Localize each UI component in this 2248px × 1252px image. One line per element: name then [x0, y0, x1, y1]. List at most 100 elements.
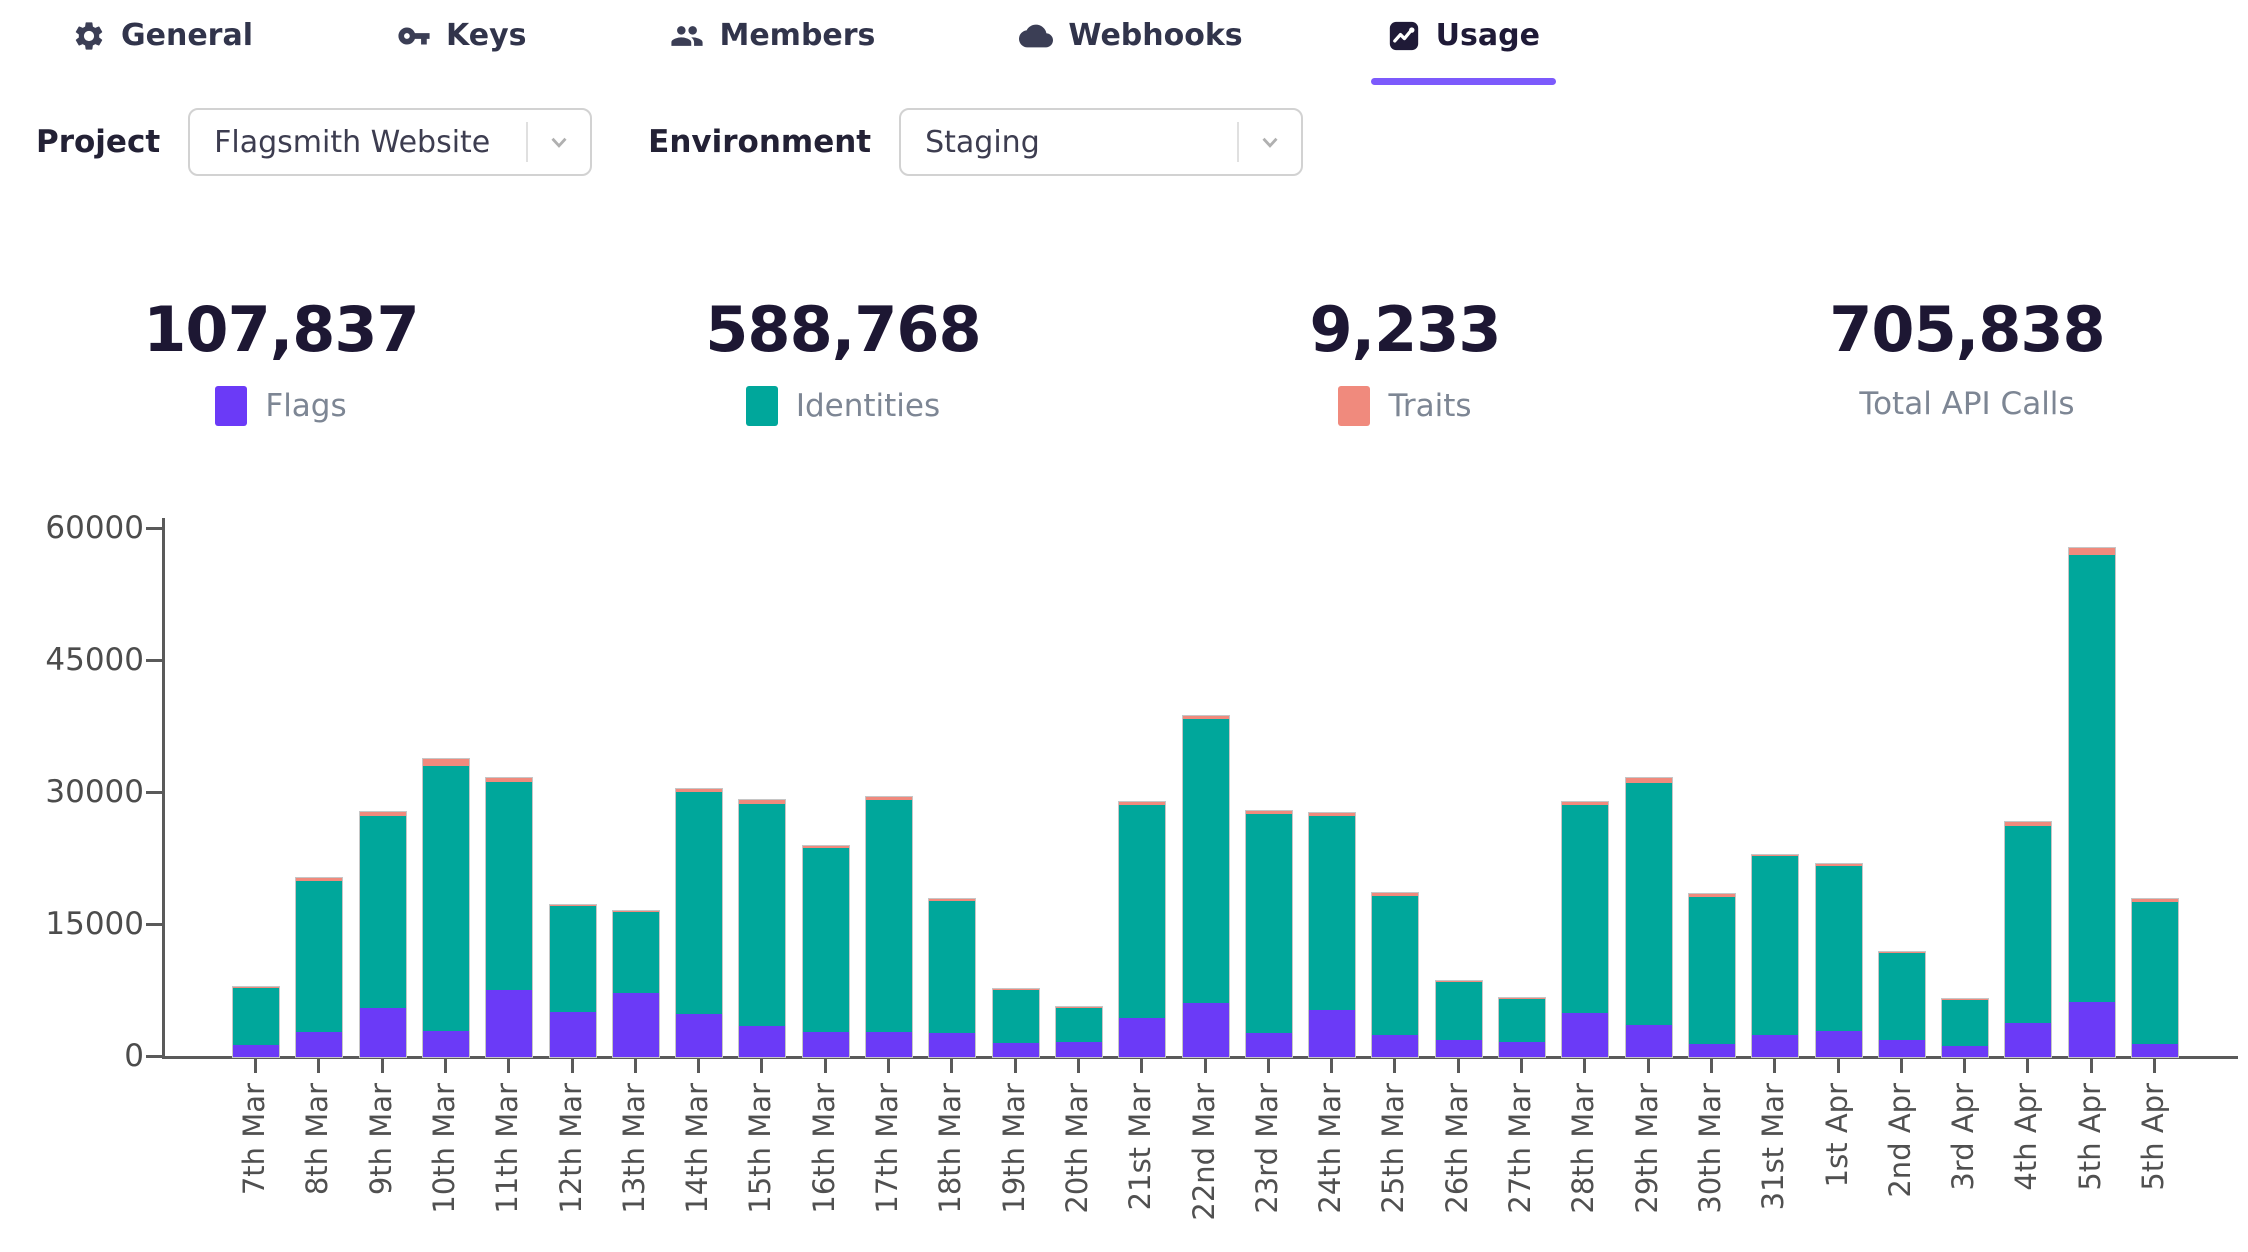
- x-axis-tick: [1520, 1059, 1523, 1073]
- bar[interactable]: [611, 909, 660, 1058]
- bar-segment-identities: [359, 815, 406, 1008]
- bar-segment-identities: [1688, 896, 1735, 1044]
- bar-segment-identities: [1055, 1007, 1102, 1043]
- traits-legend-swatch: [1338, 386, 1371, 427]
- x-axis-label: 5th Apr: [2136, 1083, 2170, 1191]
- bar[interactable]: [1371, 892, 1420, 1058]
- bar-segment-flags: [1562, 1012, 1609, 1057]
- bar-segment-flags: [1499, 1042, 1545, 1057]
- bar-segment-flags: [1625, 1025, 1672, 1057]
- x-axis-tick: [1076, 1059, 1080, 1073]
- x-axis-label: 19th Mar: [996, 1083, 1031, 1214]
- bar-segment-identities: [2005, 826, 2052, 1023]
- bar[interactable]: [928, 898, 977, 1058]
- bar[interactable]: [675, 788, 724, 1058]
- bar[interactable]: [1814, 863, 1863, 1058]
- bar[interactable]: [738, 799, 787, 1058]
- stat-flags: 107,837 Flags: [0, 295, 562, 427]
- x-axis-tick: [1266, 1059, 1270, 1073]
- y-axis-tick: [146, 791, 162, 794]
- x-axis-label: 4th Apr: [2009, 1083, 2044, 1191]
- identities-legend-swatch: [745, 386, 778, 427]
- bar-segment-traits: [676, 789, 723, 793]
- bar[interactable]: [2067, 547, 2116, 1058]
- bar-segment-identities: [1815, 866, 1862, 1031]
- x-axis-label: 10th Mar: [426, 1083, 461, 1214]
- x-axis-tick: [760, 1059, 764, 1073]
- bar[interactable]: [295, 877, 344, 1058]
- x-axis-label: 22nd Mar: [1186, 1083, 1221, 1221]
- bar-segment-identities: [2068, 554, 2115, 1002]
- bar[interactable]: [2004, 821, 2053, 1058]
- bar[interactable]: [2131, 898, 2179, 1058]
- bar[interactable]: [1118, 800, 1167, 1058]
- bar-segment-traits: [1625, 778, 1672, 783]
- bar-segment-traits: [422, 758, 469, 766]
- bar-segment-identities: [1182, 719, 1229, 1004]
- bar[interactable]: [1498, 997, 1546, 1058]
- members-icon: [671, 25, 704, 46]
- x-axis-tick: [1393, 1059, 1397, 1073]
- tab-webhooks[interactable]: Webhooks: [1009, 14, 1252, 57]
- tab-usage[interactable]: Usage: [1370, 14, 1557, 85]
- bar[interactable]: [421, 757, 470, 1058]
- tab-members[interactable]: Members: [660, 14, 885, 57]
- x-axis-label: 14th Mar: [680, 1083, 715, 1214]
- chevron-down-icon: [1239, 129, 1301, 155]
- y-axis-tick-label: 45000: [45, 642, 144, 678]
- bar-segment-identities: [992, 990, 1039, 1043]
- bar[interactable]: [1244, 810, 1293, 1058]
- bar[interactable]: [1561, 800, 1610, 1058]
- bar-segment-traits: [1815, 864, 1862, 867]
- bar[interactable]: [485, 776, 534, 1058]
- bar-segment-identities: [233, 987, 279, 1045]
- usage-stats: 107,837 Flags 588,768 Identities 9,233 T…: [0, 293, 2248, 427]
- x-axis-tick: [633, 1059, 637, 1073]
- y-axis-tick: [146, 659, 162, 662]
- chevron-down-icon: [528, 129, 590, 155]
- x-axis-label: 20th Mar: [1059, 1083, 1094, 1214]
- bar-segment-traits: [296, 878, 343, 881]
- select-divider: [1237, 122, 1240, 162]
- bar-segment-traits: [1435, 980, 1482, 982]
- bar[interactable]: [548, 903, 597, 1058]
- bar[interactable]: [1624, 777, 1673, 1058]
- bar-segment-flags: [1688, 1043, 1735, 1057]
- bar-segment-flags: [1119, 1018, 1166, 1057]
- bar[interactable]: [1751, 853, 1800, 1058]
- bar[interactable]: [865, 796, 913, 1058]
- project-select[interactable]: Flagsmith Website: [188, 108, 593, 176]
- bar[interactable]: [1877, 951, 1926, 1058]
- bar-segment-flags: [929, 1033, 976, 1057]
- bar-segment-identities: [866, 799, 912, 1032]
- tab-keys[interactable]: Keys: [387, 14, 536, 57]
- bar[interactable]: [801, 844, 850, 1058]
- stat-value: 9,233: [1309, 293, 1501, 366]
- x-axis-tick: [2089, 1059, 2093, 1073]
- bar[interactable]: [1308, 812, 1357, 1058]
- tab-general[interactable]: General: [62, 14, 263, 57]
- environment-select[interactable]: Staging: [899, 108, 1304, 176]
- bar-segment-identities: [676, 792, 723, 1014]
- bar[interactable]: [1941, 997, 1990, 1058]
- x-axis-label: 5th Apr: [2072, 1083, 2107, 1191]
- bar[interactable]: [1181, 714, 1230, 1058]
- bar[interactable]: [991, 988, 1040, 1058]
- key-icon: [398, 27, 430, 44]
- bar-segment-traits: [486, 777, 533, 782]
- x-axis-tick: [2153, 1059, 2156, 1073]
- x-axis-tick: [1646, 1059, 1650, 1073]
- x-axis-tick: [380, 1059, 384, 1073]
- bar-segment-traits: [549, 904, 596, 907]
- bar[interactable]: [1687, 893, 1736, 1058]
- bar[interactable]: [232, 985, 280, 1058]
- x-axis-label: 15th Mar: [743, 1083, 778, 1214]
- bar[interactable]: [1434, 979, 1483, 1058]
- bar-segment-flags: [233, 1044, 279, 1057]
- y-axis-line: [162, 518, 165, 1059]
- x-axis-label: 23rd Mar: [1249, 1083, 1284, 1214]
- tab-label: Usage: [1435, 18, 1540, 53]
- bar[interactable]: [358, 811, 407, 1058]
- bar[interactable]: [1054, 1005, 1103, 1058]
- x-axis-label: 3rd Apr: [1946, 1083, 1981, 1191]
